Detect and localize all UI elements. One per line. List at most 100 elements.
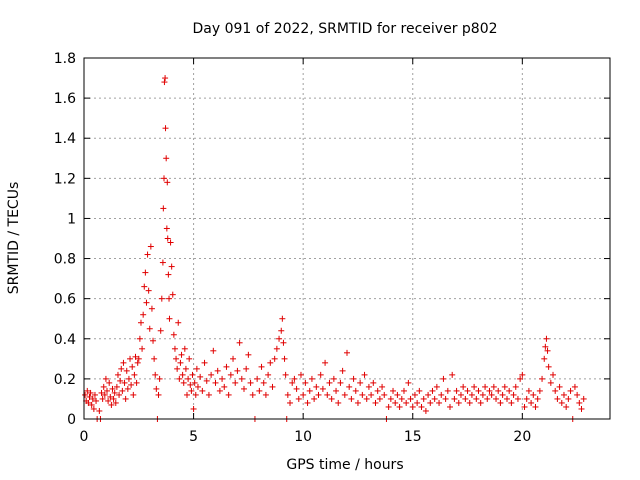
data-point <box>361 371 368 378</box>
data-point <box>160 175 167 182</box>
data-point <box>99 395 106 402</box>
data-point <box>131 371 138 378</box>
data-point <box>104 387 111 394</box>
data-point <box>464 387 471 394</box>
data-point <box>86 393 93 400</box>
data-point <box>532 403 539 410</box>
data-point <box>100 383 107 390</box>
data-point <box>137 319 144 326</box>
data-point <box>158 295 165 302</box>
data-point <box>127 355 134 362</box>
data-point <box>199 387 206 394</box>
data-point <box>153 385 160 392</box>
data-point <box>322 359 329 366</box>
data-point <box>140 311 147 318</box>
data-point <box>567 387 574 394</box>
data-point <box>273 345 280 352</box>
data-point <box>420 395 427 402</box>
data-point <box>297 371 304 378</box>
data-point <box>344 349 350 356</box>
y-tick-label: 0.8 <box>54 252 76 268</box>
data-point <box>536 387 543 394</box>
data-point <box>174 365 181 372</box>
data-point <box>141 283 148 290</box>
data-point <box>182 365 189 372</box>
x-axis-label: GPS time / hours <box>286 457 403 473</box>
data-point <box>139 345 146 352</box>
x-tick-label: 0 <box>80 429 89 445</box>
data-point <box>193 365 200 372</box>
data-point <box>457 391 464 398</box>
data-point <box>166 295 173 302</box>
data-point <box>134 359 141 366</box>
data-point <box>238 375 245 382</box>
data-point <box>168 263 175 270</box>
data-point <box>87 389 94 396</box>
data-point <box>102 375 109 382</box>
data-point <box>280 339 287 346</box>
data-point <box>341 391 348 398</box>
data-point <box>512 383 519 390</box>
data-point <box>219 375 226 382</box>
y-tick-label: 0.2 <box>54 372 76 388</box>
data-point <box>129 363 136 370</box>
data-point <box>145 287 152 294</box>
data-point <box>571 383 578 390</box>
data-point <box>240 385 247 392</box>
data-point <box>177 359 184 366</box>
data-point <box>530 391 537 398</box>
data-point <box>88 401 95 408</box>
data-point <box>392 399 399 406</box>
data-point <box>431 395 438 402</box>
data-point <box>135 355 142 362</box>
data-point <box>284 391 291 398</box>
data-point <box>550 371 557 378</box>
data-point <box>170 331 177 338</box>
data-point <box>180 379 187 386</box>
data-point <box>543 335 550 342</box>
data-point <box>407 395 414 402</box>
data-point <box>161 79 168 86</box>
data-point <box>468 391 475 398</box>
data-point <box>490 383 497 390</box>
data-point <box>118 365 125 372</box>
data-point <box>109 385 116 392</box>
data-point <box>258 363 265 370</box>
data-point <box>148 305 155 312</box>
data-point <box>232 379 239 386</box>
data-point <box>214 367 221 374</box>
data-point <box>279 315 286 322</box>
data-point <box>114 371 121 378</box>
data-point <box>359 391 366 398</box>
data-point <box>348 395 355 402</box>
data-point <box>106 379 113 386</box>
data-point <box>173 355 180 362</box>
data-point <box>357 379 364 386</box>
data-point <box>117 377 124 384</box>
data-point <box>313 383 320 390</box>
data-point <box>394 391 401 398</box>
plot-frame <box>83 57 611 420</box>
data-point <box>142 269 149 276</box>
data-point <box>85 399 92 406</box>
data-point <box>245 351 252 358</box>
data-point <box>192 391 199 398</box>
data-point <box>212 379 219 386</box>
data-point <box>308 375 315 382</box>
data-point <box>156 375 163 382</box>
data-point <box>249 391 256 398</box>
data-point <box>262 391 269 398</box>
data-point <box>143 299 150 306</box>
data-point <box>234 367 241 374</box>
data-point <box>122 395 129 402</box>
data-point <box>330 375 337 382</box>
y-tick-label: 1.4 <box>54 131 76 147</box>
data-point <box>225 391 232 398</box>
data-point <box>304 399 311 406</box>
data-point <box>552 387 559 394</box>
data-point <box>521 403 528 410</box>
data-point <box>506 387 513 394</box>
x-tick-label: 20 <box>513 429 531 445</box>
data-point <box>282 371 289 378</box>
data-point <box>269 383 276 390</box>
